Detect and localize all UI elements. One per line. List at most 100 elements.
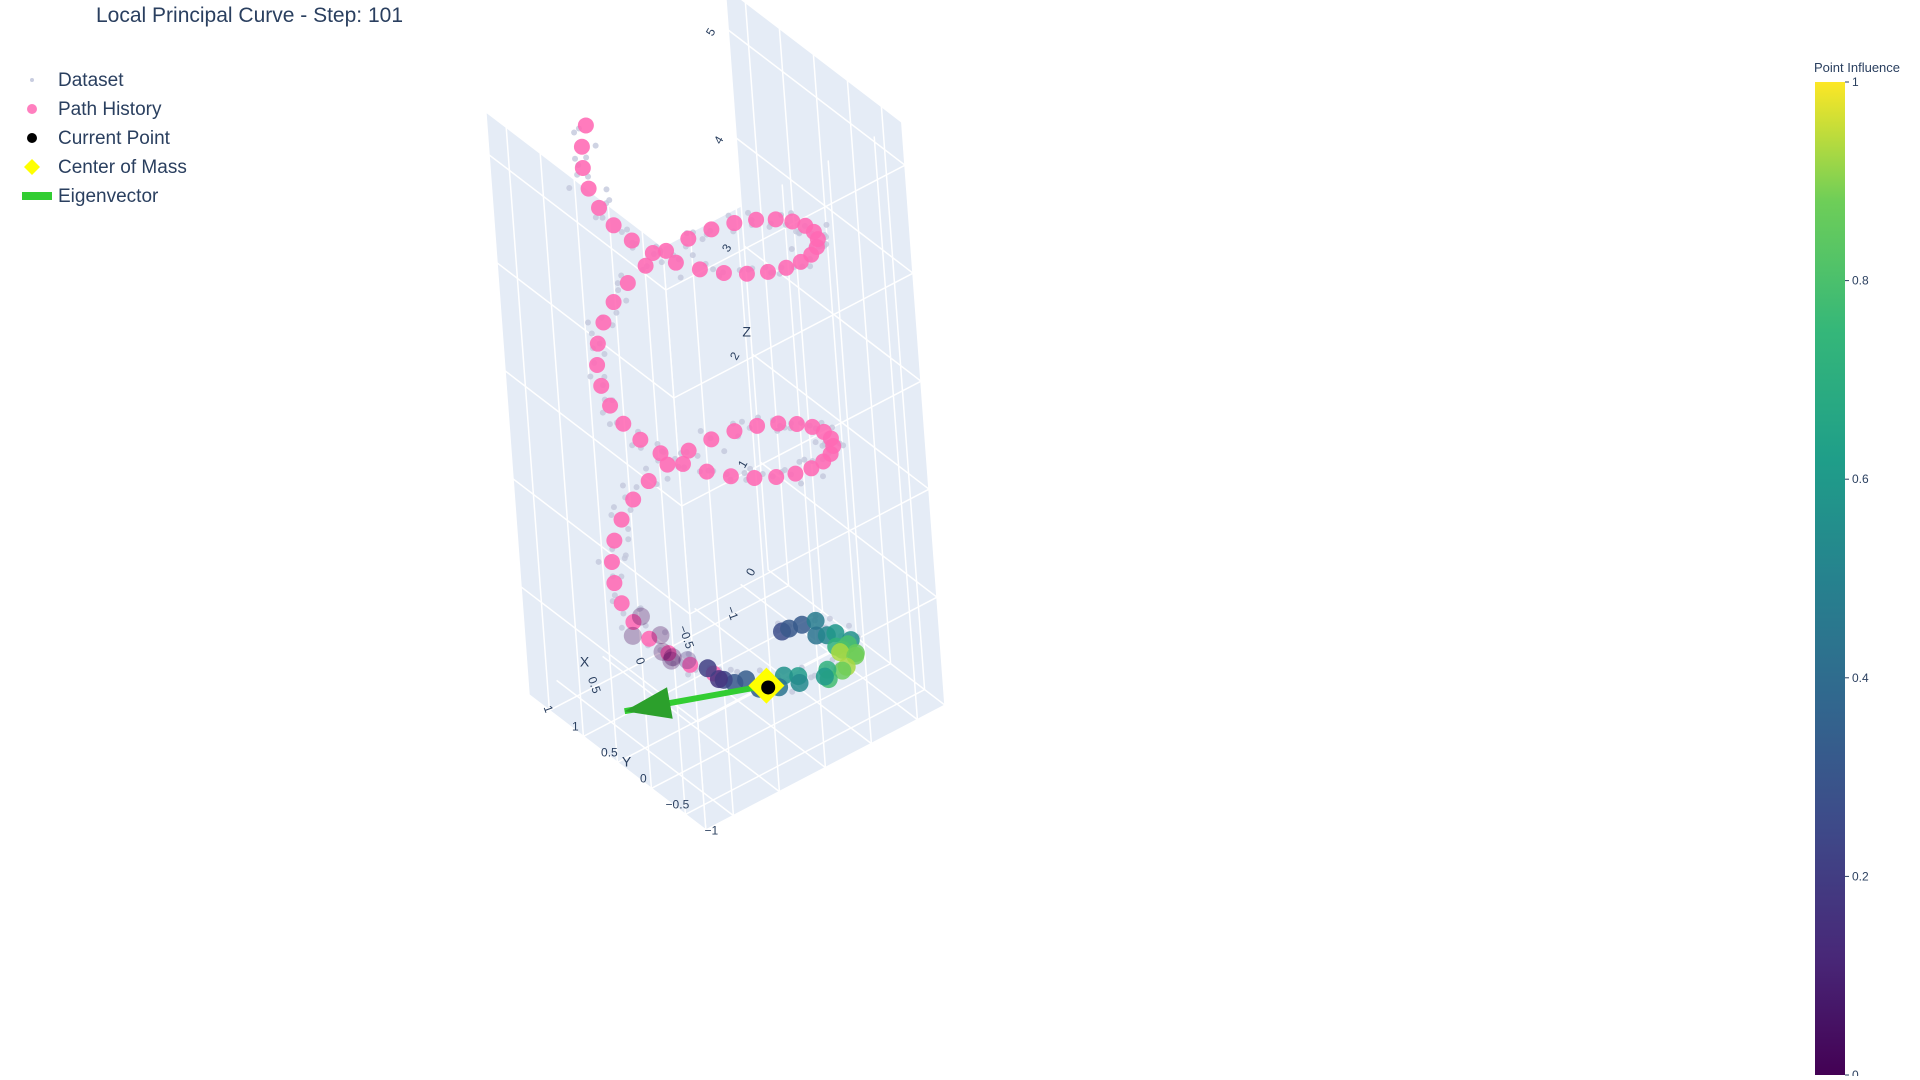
dataset-point bbox=[584, 319, 591, 326]
dataset-point bbox=[637, 605, 644, 612]
path-history-point bbox=[680, 442, 697, 459]
influence-point bbox=[653, 642, 672, 661]
path-history-point bbox=[703, 431, 720, 448]
colorbar-tick-label: 0 bbox=[1852, 1068, 1859, 1076]
y-tick-label: 0 bbox=[640, 771, 647, 785]
path-history-point bbox=[667, 254, 684, 271]
dataset-point bbox=[812, 439, 819, 446]
legend-label-center-of-mass: Center of Mass bbox=[58, 156, 187, 178]
dataset-point bbox=[801, 456, 808, 463]
path-history-point bbox=[589, 357, 606, 374]
dataset-point bbox=[606, 197, 613, 204]
x-axis-title: X bbox=[580, 653, 590, 669]
path-history-point bbox=[602, 397, 619, 414]
influence-point bbox=[678, 651, 697, 670]
z-tick-label: 5 bbox=[703, 25, 719, 38]
path-history-point bbox=[698, 463, 715, 480]
path-history-point bbox=[623, 232, 640, 249]
path-history-point bbox=[722, 468, 739, 485]
dataset-point bbox=[611, 592, 618, 599]
path-history-point bbox=[715, 264, 732, 281]
dataset-point bbox=[685, 651, 692, 658]
path-history-point bbox=[593, 377, 610, 394]
dataset-point bbox=[721, 448, 728, 455]
dataset-point bbox=[738, 418, 745, 425]
legend: Dataset Path History Current Point Cente… bbox=[22, 66, 187, 211]
path-history-point bbox=[738, 265, 755, 282]
legend-item-dataset[interactable]: Dataset bbox=[22, 66, 187, 95]
path-history-point bbox=[660, 645, 677, 662]
legend-item-path-history[interactable]: Path History bbox=[22, 95, 187, 124]
colorbar-tick-label: 0.6 bbox=[1852, 472, 1869, 486]
influence-point bbox=[663, 648, 682, 667]
colorbar-gradient bbox=[1815, 82, 1845, 1075]
dataset-point bbox=[623, 297, 630, 304]
path-history-point bbox=[768, 469, 785, 486]
dataset-point bbox=[699, 236, 706, 243]
dataset-point bbox=[592, 214, 599, 221]
path-history-point bbox=[787, 465, 804, 482]
influence-point bbox=[815, 667, 834, 686]
path-history-point bbox=[658, 242, 675, 259]
path-history-point bbox=[788, 415, 805, 432]
influence-point bbox=[709, 670, 728, 689]
path-history-point bbox=[605, 217, 622, 234]
x-tick-label: 0 bbox=[633, 655, 649, 666]
dataset-point bbox=[745, 209, 752, 216]
path-history-point bbox=[573, 138, 590, 155]
path-history-point bbox=[792, 253, 809, 270]
influence-point bbox=[826, 624, 845, 643]
path-history-point bbox=[595, 314, 612, 331]
dataset-point bbox=[592, 142, 599, 149]
dataset-point bbox=[618, 624, 625, 631]
legend-item-current-point[interactable]: Current Point bbox=[22, 124, 187, 153]
path-history-point bbox=[613, 511, 630, 528]
path-history-point bbox=[784, 213, 801, 230]
dataset-point bbox=[633, 484, 640, 491]
influence-point bbox=[698, 659, 717, 678]
dataset-point bbox=[840, 442, 847, 449]
path-history-point bbox=[674, 455, 691, 472]
center-of-mass-marker-icon bbox=[24, 159, 40, 175]
path-history-point bbox=[613, 595, 630, 612]
path-history-point bbox=[625, 613, 642, 630]
legend-item-eigenvector[interactable]: Eigenvector bbox=[22, 182, 187, 211]
path-history-point bbox=[778, 259, 795, 276]
colorbar-tick-label: 0.4 bbox=[1852, 671, 1869, 685]
gridline-y bbox=[539, 153, 585, 737]
gridline-x bbox=[556, 679, 734, 817]
path-history-point bbox=[726, 423, 743, 440]
path-history-point bbox=[591, 199, 608, 216]
dataset-point bbox=[610, 504, 617, 511]
legend-item-center-of-mass[interactable]: Center of Mass bbox=[22, 153, 187, 182]
influence-point bbox=[651, 626, 670, 645]
dataset-point bbox=[603, 186, 610, 193]
gridline-y bbox=[846, 80, 892, 664]
y-tick-label: −0.5 bbox=[666, 797, 690, 811]
influence-point bbox=[792, 615, 811, 634]
eigenvector-marker-icon bbox=[22, 192, 52, 200]
dataset-point bbox=[664, 475, 671, 482]
influence-point bbox=[833, 661, 852, 680]
dataset-point bbox=[643, 465, 650, 472]
path-history-point bbox=[641, 630, 658, 647]
colorbar-tick-label: 1 bbox=[1852, 76, 1859, 89]
dataset-point bbox=[572, 155, 579, 162]
path-history-point bbox=[726, 215, 743, 232]
path-history-point bbox=[767, 211, 784, 228]
dataset-point bbox=[670, 660, 677, 667]
dataset-point bbox=[823, 221, 830, 228]
y-tick-label: 1 bbox=[572, 719, 579, 733]
dataset-point bbox=[727, 666, 734, 673]
dataset-point bbox=[741, 469, 748, 476]
path-history-point bbox=[644, 245, 661, 262]
path-history-point bbox=[746, 469, 763, 486]
dataset-point bbox=[734, 668, 741, 675]
current-point-marker-icon bbox=[27, 133, 37, 143]
gridline-y bbox=[778, 28, 824, 612]
path-history-point bbox=[580, 180, 597, 197]
dataset-point bbox=[710, 266, 717, 273]
dataset-point bbox=[622, 552, 629, 559]
path-history-point bbox=[652, 445, 669, 462]
